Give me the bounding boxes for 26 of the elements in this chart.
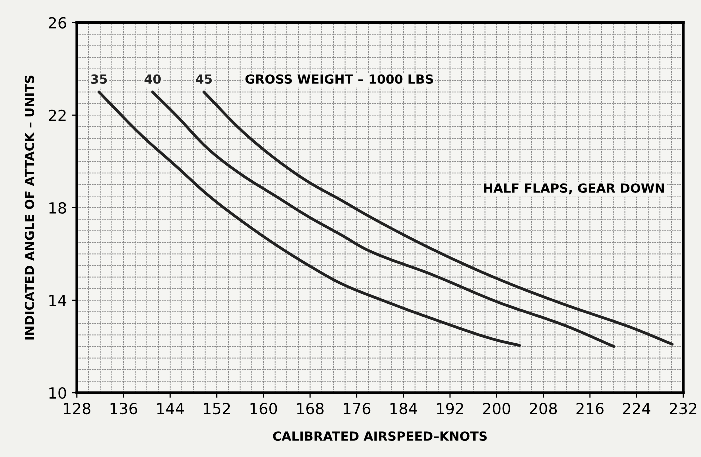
x-tick-label: 224 xyxy=(623,403,651,414)
x-tick-label: 152 xyxy=(204,403,230,415)
x-tick-label: 128 xyxy=(64,403,91,415)
x-tick-label: 176 xyxy=(344,403,371,415)
y-tick-label: 14 xyxy=(50,295,67,306)
x-tick-label: 168 xyxy=(297,403,324,415)
x-tick-label: 144 xyxy=(157,403,184,414)
annotation: HALF FLAPS, GEAR DOWN xyxy=(484,184,664,195)
legend-title: GROSS WEIGHT – 1000 LBS xyxy=(246,74,434,84)
x-tick-label: 232 xyxy=(670,403,697,415)
x-tick-label: 192 xyxy=(437,403,464,415)
y-axis-title: INDICATED ANGLE OF ATTACK – UNITS xyxy=(24,76,34,340)
x-tick-label: 160 xyxy=(250,403,278,415)
series-label: 40 xyxy=(144,74,162,84)
x-tick-label: 208 xyxy=(530,403,558,415)
y-tick-label: 26 xyxy=(49,17,66,29)
x-tick-label: 216 xyxy=(576,403,604,415)
y-tick-label: 18 xyxy=(50,202,66,214)
series-label: 35 xyxy=(91,74,108,84)
series-label: 45 xyxy=(196,74,212,84)
x-tick-label: 136 xyxy=(110,403,138,415)
x-tick-label: 184 xyxy=(390,403,418,415)
x-axis-title: CALIBRATED AIRSPEED–KNOTS xyxy=(273,432,487,442)
y-tick-label: 10 xyxy=(50,387,66,400)
x-tick-label: 200 xyxy=(483,403,510,415)
y-tick-label: 22 xyxy=(49,110,66,122)
